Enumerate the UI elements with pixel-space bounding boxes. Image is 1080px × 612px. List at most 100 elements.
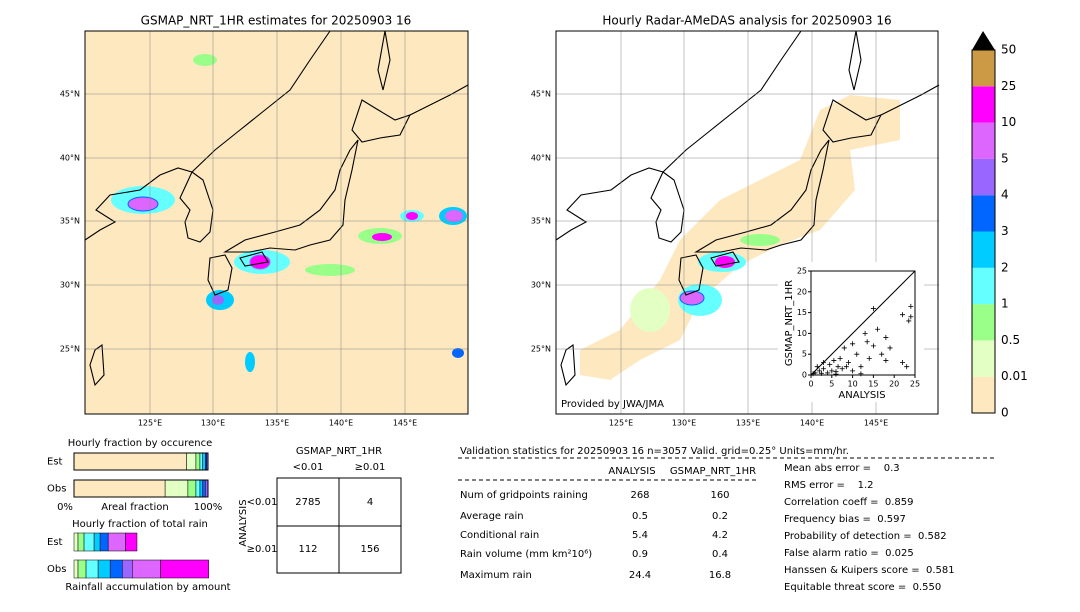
lon-label: 140°E bbox=[800, 419, 824, 428]
stat-value: 16.8 bbox=[709, 570, 731, 581]
scatter-point bbox=[900, 312, 906, 318]
lat-label: 40°N bbox=[60, 154, 80, 163]
scatter-point bbox=[850, 341, 856, 347]
validation-header: Validation statistics for 20250903 16 n=… bbox=[460, 446, 849, 457]
scatter-point bbox=[837, 355, 843, 361]
lon-label: 125°E bbox=[609, 419, 633, 428]
scatter-point bbox=[862, 330, 868, 336]
stat-value: 0.5 bbox=[632, 511, 648, 522]
axis-label: 100% bbox=[194, 502, 223, 513]
score: Frequency bias = 0.597 bbox=[784, 514, 906, 525]
cell: 112 bbox=[298, 544, 317, 555]
fraction-segment bbox=[73, 532, 79, 552]
colorbar-segment bbox=[972, 195, 995, 232]
scatter-point bbox=[906, 318, 912, 324]
scatter-point bbox=[833, 371, 839, 377]
cell: 2785 bbox=[295, 497, 320, 508]
fraction-segment bbox=[132, 559, 161, 579]
scatter-point bbox=[858, 371, 864, 377]
y-axis-label: GSMAP_NRT_1HR bbox=[784, 280, 795, 366]
lon-label: 125°E bbox=[138, 419, 162, 428]
column-label: ANALYSIS bbox=[608, 466, 655, 477]
stat-label: Num of gridpoints raining bbox=[460, 490, 588, 501]
map-background bbox=[85, 31, 468, 414]
fraction-segment bbox=[121, 559, 133, 579]
row-label: Est bbox=[47, 537, 63, 548]
stat-label: Rain volume (mm km²10⁶) bbox=[460, 549, 592, 560]
y-tick-label: 5 bbox=[802, 350, 807, 359]
lat-label: 25°N bbox=[60, 345, 80, 354]
lat-label: 40°N bbox=[531, 154, 551, 163]
diagonal bbox=[810, 270, 916, 376]
colorbar-segment bbox=[972, 86, 995, 123]
colorbar-label: 0 bbox=[1001, 406, 1009, 420]
scatter-point bbox=[879, 351, 885, 357]
colorbar-frame bbox=[971, 49, 996, 414]
scatter-point bbox=[829, 368, 835, 374]
lat-label: 45°N bbox=[531, 90, 551, 99]
stat-value: 160 bbox=[710, 490, 729, 501]
scatter-point bbox=[904, 364, 910, 370]
fraction-segment bbox=[97, 559, 111, 579]
score: Correlation coeff = 0.859 bbox=[784, 497, 914, 508]
fraction-segment bbox=[73, 559, 79, 579]
colorbar-segment bbox=[972, 231, 995, 268]
scatter-point bbox=[818, 370, 824, 376]
colorbar-segment bbox=[972, 340, 995, 377]
cell: 156 bbox=[360, 544, 379, 555]
column-label: <0.01 bbox=[293, 462, 324, 473]
fraction-segment bbox=[199, 479, 203, 498]
scatter-point bbox=[875, 326, 881, 332]
colorbar-extend bbox=[972, 31, 995, 50]
fraction-segment bbox=[164, 479, 189, 498]
colorbar-segment bbox=[972, 304, 995, 341]
colorbar-label: 1 bbox=[1001, 297, 1009, 311]
scatter-point bbox=[835, 364, 841, 370]
scatter-point bbox=[900, 360, 906, 366]
row-label: <0.01 bbox=[247, 497, 278, 508]
scatter-point bbox=[820, 366, 826, 372]
row-label: Obs bbox=[47, 564, 66, 575]
colorbar-segment bbox=[972, 267, 995, 305]
scatter-point bbox=[858, 364, 864, 370]
table-axis: ANALYSIS bbox=[238, 499, 249, 546]
axis-label: Areal fraction bbox=[101, 502, 168, 513]
bar-frame bbox=[73, 452, 209, 471]
row-label: ≥0.01 bbox=[247, 544, 278, 555]
scatter-point bbox=[908, 314, 914, 320]
lon-label: 130°E bbox=[201, 419, 225, 428]
scatter-point bbox=[864, 339, 870, 345]
stat-value: 0.4 bbox=[712, 549, 728, 560]
score: Equitable threat score = 0.550 bbox=[784, 582, 941, 593]
lat-label: 35°N bbox=[531, 217, 551, 226]
fraction-segment bbox=[83, 532, 95, 552]
lon-label: 145°E bbox=[864, 419, 888, 428]
lat-label: 35°N bbox=[60, 217, 80, 226]
scatter-point bbox=[887, 345, 893, 351]
scatter-point bbox=[827, 362, 833, 368]
colorbar-label: 25 bbox=[1001, 79, 1016, 93]
stat-value: 24.4 bbox=[629, 570, 651, 581]
colorbar-label: 5 bbox=[1001, 151, 1009, 165]
map-frame bbox=[84, 30, 469, 415]
fraction-segment bbox=[199, 452, 203, 471]
scatter-point bbox=[854, 351, 860, 357]
y-tick-label: 0 bbox=[802, 371, 807, 380]
x-tick-label: 15 bbox=[868, 380, 878, 389]
fraction-segment bbox=[93, 532, 101, 552]
fraction-segment bbox=[77, 559, 87, 579]
lon-label: 135°E bbox=[736, 419, 760, 428]
cell: 4 bbox=[367, 497, 373, 508]
stat-label: Conditional rain bbox=[460, 530, 539, 541]
scatter-point bbox=[831, 357, 837, 363]
fraction-segment bbox=[202, 452, 206, 471]
fraction-segment bbox=[195, 479, 201, 498]
scatter-point bbox=[845, 360, 851, 366]
scatter-point bbox=[843, 364, 849, 370]
scatter-point bbox=[908, 303, 914, 309]
scatter-point bbox=[883, 335, 889, 341]
colorbar-label: 50 bbox=[1001, 43, 1016, 57]
x-tick-label: 5 bbox=[829, 380, 834, 389]
stat-label: Average rain bbox=[460, 511, 524, 522]
